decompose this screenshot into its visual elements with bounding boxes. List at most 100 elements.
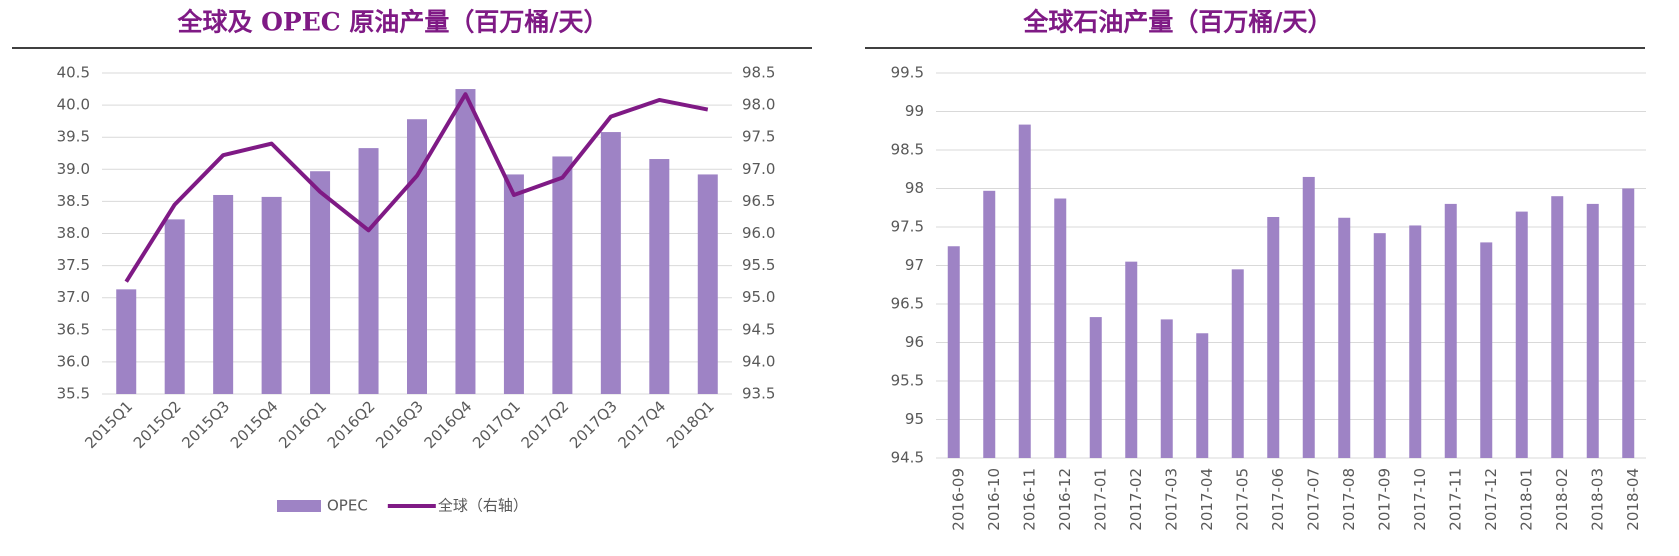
x-tick-label: 2016Q3	[372, 397, 427, 452]
y-tick-label: 40.5	[57, 64, 90, 82]
legend-swatch	[277, 500, 321, 512]
x-tick-label: 2017-03	[1162, 468, 1180, 531]
y2-tick-label: 96.0	[742, 224, 775, 242]
bar	[1373, 233, 1386, 458]
x-tick-label: 2016Q2	[324, 397, 379, 452]
y-tick-label: 97.5	[891, 218, 924, 236]
bar	[697, 174, 718, 394]
bar	[310, 171, 331, 394]
bar	[1267, 216, 1280, 458]
y-tick-label: 40.0	[57, 96, 90, 114]
y-tick-label: 38.0	[57, 224, 90, 242]
x-tick-label: 2017-04	[1198, 468, 1216, 531]
bar	[116, 289, 137, 394]
x-tick-label: 2015Q2	[130, 397, 185, 452]
y-tick-label: 35.5	[57, 385, 90, 403]
bar	[1231, 269, 1244, 458]
bar	[1515, 211, 1528, 458]
bar	[1551, 196, 1564, 458]
bar	[164, 219, 185, 394]
bar	[552, 156, 573, 394]
bar	[1160, 319, 1173, 458]
x-tick-label: 2018-02	[1553, 468, 1571, 531]
bar	[503, 174, 524, 394]
y-tick-label: 99.5	[891, 64, 924, 82]
x-tick-label: 2016Q1	[275, 397, 330, 452]
x-tick-label: 2017-09	[1375, 468, 1393, 531]
x-tick-label: 2015Q4	[227, 397, 282, 452]
x-tick-label: 2017Q2	[518, 397, 573, 452]
legend-label: 全球（右轴）	[438, 497, 528, 515]
x-tick-label: 2016-11	[1020, 468, 1038, 531]
bar	[1196, 333, 1209, 458]
x-tick-label: 2017-10	[1411, 468, 1429, 531]
bar	[1302, 176, 1315, 458]
y-tick-label: 98.5	[891, 141, 924, 159]
y-tick-label: 96.5	[891, 295, 924, 313]
y2-tick-label: 93.5	[742, 385, 775, 403]
bar	[1125, 261, 1138, 458]
x-tick-label: 2016-10	[985, 468, 1003, 531]
y-tick-label: 95.5	[891, 372, 924, 390]
x-tick-label: 2017Q3	[566, 397, 621, 452]
x-tick-label: 2017-12	[1482, 468, 1500, 531]
x-tick-label: 2018Q1	[663, 397, 718, 452]
bar	[455, 89, 476, 395]
x-tick-label: 2017-11	[1446, 468, 1464, 531]
y2-tick-label: 98.5	[742, 64, 775, 82]
bar	[1480, 242, 1493, 458]
bar	[1089, 317, 1102, 458]
bar	[1054, 198, 1067, 458]
y2-tick-label: 94.0	[742, 352, 775, 370]
chart-title: 全球及 OPEC 原油产量（百万桶/天）	[176, 8, 608, 37]
y-tick-label: 96	[905, 333, 924, 351]
bar	[1444, 203, 1457, 458]
x-tick-label: 2016Q4	[421, 397, 476, 452]
y-tick-label: 36.5	[57, 320, 90, 338]
x-tick-label: 2015Q3	[178, 397, 233, 452]
x-tick-label: 2017-02	[1127, 468, 1145, 531]
x-tick-label: 2018-04	[1624, 468, 1642, 531]
x-tick-label: 2017-07	[1304, 468, 1322, 531]
y2-tick-label: 98.0	[742, 96, 775, 114]
y2-tick-label: 95.5	[742, 256, 775, 274]
y-tick-label: 98	[905, 179, 924, 197]
y-tick-label: 37.0	[57, 288, 90, 306]
chart-title: 全球石油产量（百万桶/天）	[1022, 8, 1332, 37]
x-tick-label: 2016-12	[1056, 468, 1074, 531]
y2-tick-label: 94.5	[742, 320, 775, 338]
bar	[1409, 225, 1422, 458]
bar	[649, 159, 670, 394]
y-tick-label: 97	[905, 256, 924, 274]
y-tick-label: 95	[905, 410, 924, 428]
y-tick-label: 99	[905, 102, 924, 120]
y-tick-label: 39.5	[57, 128, 90, 146]
bar	[261, 196, 282, 394]
x-tick-label: 2017-01	[1091, 468, 1109, 531]
x-tick-label: 2017-05	[1233, 468, 1251, 531]
bar	[1586, 203, 1599, 458]
bar	[983, 190, 996, 458]
y2-tick-label: 97.5	[742, 128, 775, 146]
bar	[947, 246, 960, 458]
bar	[600, 132, 621, 394]
x-tick-label: 2015Q1	[81, 397, 136, 452]
x-tick-label: 2017Q1	[469, 397, 524, 452]
y-tick-label: 38.5	[57, 192, 90, 210]
x-tick-label: 2017-08	[1340, 468, 1358, 531]
bar	[1338, 217, 1351, 458]
x-tick-label: 2017-06	[1269, 468, 1287, 531]
bar	[213, 194, 234, 394]
y-tick-label: 37.5	[57, 256, 90, 274]
y2-tick-label: 97.0	[742, 160, 775, 178]
x-tick-label: 2017Q4	[614, 397, 669, 452]
y2-tick-label: 95.0	[742, 288, 775, 306]
y-tick-label: 94.5	[891, 449, 924, 467]
y2-tick-label: 96.5	[742, 192, 775, 210]
y-tick-label: 36.0	[57, 352, 90, 370]
bar	[358, 148, 379, 394]
x-tick-label: 2018-01	[1517, 468, 1535, 531]
line	[124, 92, 709, 283]
x-tick-label: 2018-03	[1588, 468, 1606, 531]
